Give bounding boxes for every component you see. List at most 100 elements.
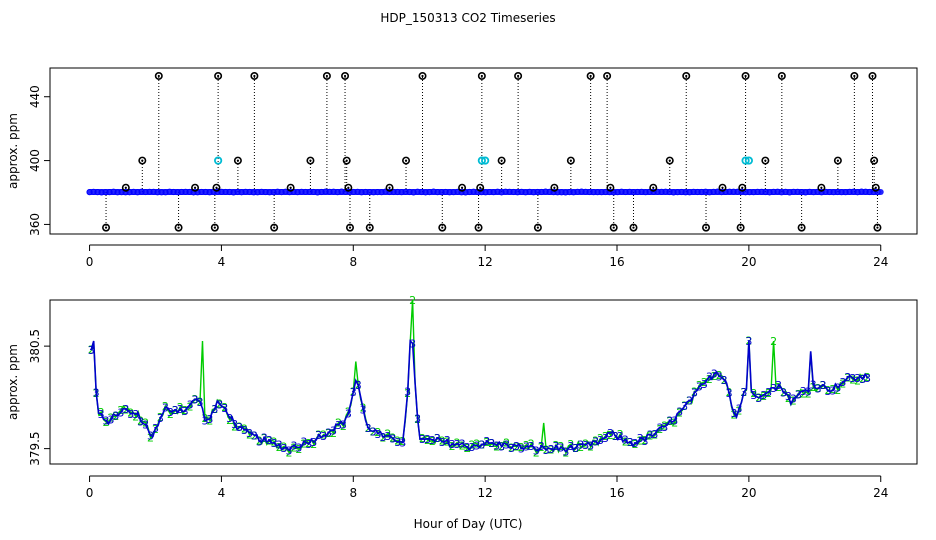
baseline-point (838, 189, 845, 196)
baseline-point (130, 188, 137, 195)
series-3-label: 3 (548, 443, 555, 456)
series-2-label: 2 (701, 376, 708, 389)
top-x-axis: 0 4 8 12 16 20 24 (86, 244, 888, 269)
top-spike-lines (105, 75, 878, 228)
series-3-path (90, 339, 869, 453)
baseline-point (382, 188, 389, 195)
spike-point-core (536, 226, 539, 229)
series-2-label: 2 (117, 404, 124, 417)
series-3-label: 3 (681, 400, 688, 413)
series-3-label: 3 (493, 439, 500, 452)
spike-point-core (668, 159, 671, 162)
baseline-point (682, 189, 689, 196)
spike-point (873, 223, 882, 232)
series-3-label: 3 (760, 389, 767, 402)
series-3-label: 3 (829, 385, 836, 398)
spike-point-core (780, 74, 783, 78)
series-3-label: 3 (834, 382, 841, 395)
series-3-label: 3 (429, 434, 436, 447)
series-2-label: 2 (810, 381, 817, 394)
baseline-point (746, 189, 753, 196)
spike-point-core (343, 74, 347, 78)
series-2-label: 2 (112, 410, 119, 423)
spike-point-core (764, 159, 767, 162)
cyan-point (477, 156, 486, 165)
spike-point (341, 71, 350, 80)
spike-point-core (553, 186, 556, 189)
spike-point (868, 71, 877, 80)
series-3-label: 3 (780, 387, 787, 400)
series-3-label: 3 (276, 439, 283, 452)
top-plot-frame (49, 67, 918, 235)
baseline-point (786, 189, 793, 196)
spike-point (566, 156, 575, 165)
baseline-point (374, 189, 381, 196)
series-3-label: 3 (721, 374, 728, 387)
baseline-point (814, 188, 821, 195)
series-3-label: 3 (839, 376, 846, 389)
baseline-point (118, 189, 125, 196)
baseline-point (142, 188, 149, 196)
baseline-point (822, 188, 829, 195)
baseline-point (286, 189, 293, 196)
series-3-label: 3 (404, 386, 411, 399)
spike-point-core (157, 74, 160, 78)
series-3-label: 3 (300, 435, 307, 448)
series-2-label: 2 (528, 437, 535, 450)
spike-point-core (853, 74, 856, 78)
baseline-point (690, 188, 697, 195)
baseline-point (782, 188, 789, 196)
spike-point-core (347, 186, 350, 189)
baseline-point (174, 189, 181, 196)
baseline-point (322, 188, 329, 195)
series-3-label: 3 (459, 437, 466, 450)
spike-point (741, 71, 750, 80)
spike-point-core (606, 74, 609, 78)
series-3-label: 3 (666, 414, 673, 427)
spike-point-core (632, 226, 635, 229)
baseline-point (850, 188, 857, 195)
spike-point (458, 183, 467, 192)
baseline-point (574, 188, 581, 195)
series-2-label: 2 (597, 432, 604, 445)
baseline-point (666, 188, 673, 196)
baseline-point (406, 188, 413, 196)
series-2-label: 2 (765, 387, 772, 400)
series-2-label: 2 (775, 381, 782, 394)
baseline-point (434, 189, 441, 196)
series-3-label: 3 (518, 443, 525, 456)
series-2-label: 2 (622, 436, 629, 449)
x-tick-label: 12 (478, 255, 493, 269)
series-3-label: 3 (745, 335, 752, 348)
bottom-x-axis: 0 4 8 12 16 20 24 (86, 475, 888, 500)
series-3-label: 3 (132, 408, 139, 421)
baseline-point (282, 188, 289, 195)
baseline-point (430, 188, 437, 195)
series-3-label: 3 (241, 424, 248, 437)
spike-point-core (193, 186, 197, 189)
baseline-point (394, 188, 401, 196)
baseline-point (402, 188, 409, 195)
spike-point-core (325, 74, 329, 78)
series-3-label: 3 (637, 432, 644, 445)
series-3-label: 3 (315, 429, 322, 442)
spike-point-core (480, 74, 483, 78)
series-2-label: 2 (449, 440, 456, 453)
series-3-label: 3 (488, 437, 495, 450)
spike-point-core (517, 74, 520, 78)
baseline-point (442, 188, 449, 196)
series-3-label: 3 (266, 434, 273, 447)
baseline-point (578, 188, 585, 195)
baseline-point (410, 189, 417, 196)
baseline-point (490, 189, 497, 196)
series-3-label: 3 (790, 393, 797, 406)
series-2-label: 2 (132, 410, 139, 423)
series-2-label: 2 (226, 414, 233, 427)
baseline-point (238, 189, 245, 196)
series-2-label: 2 (167, 408, 174, 421)
series-3-label: 3 (98, 408, 105, 421)
spike-point (342, 156, 351, 165)
spike-point (738, 183, 747, 192)
baseline-point (706, 189, 713, 196)
baseline-point (754, 188, 761, 196)
